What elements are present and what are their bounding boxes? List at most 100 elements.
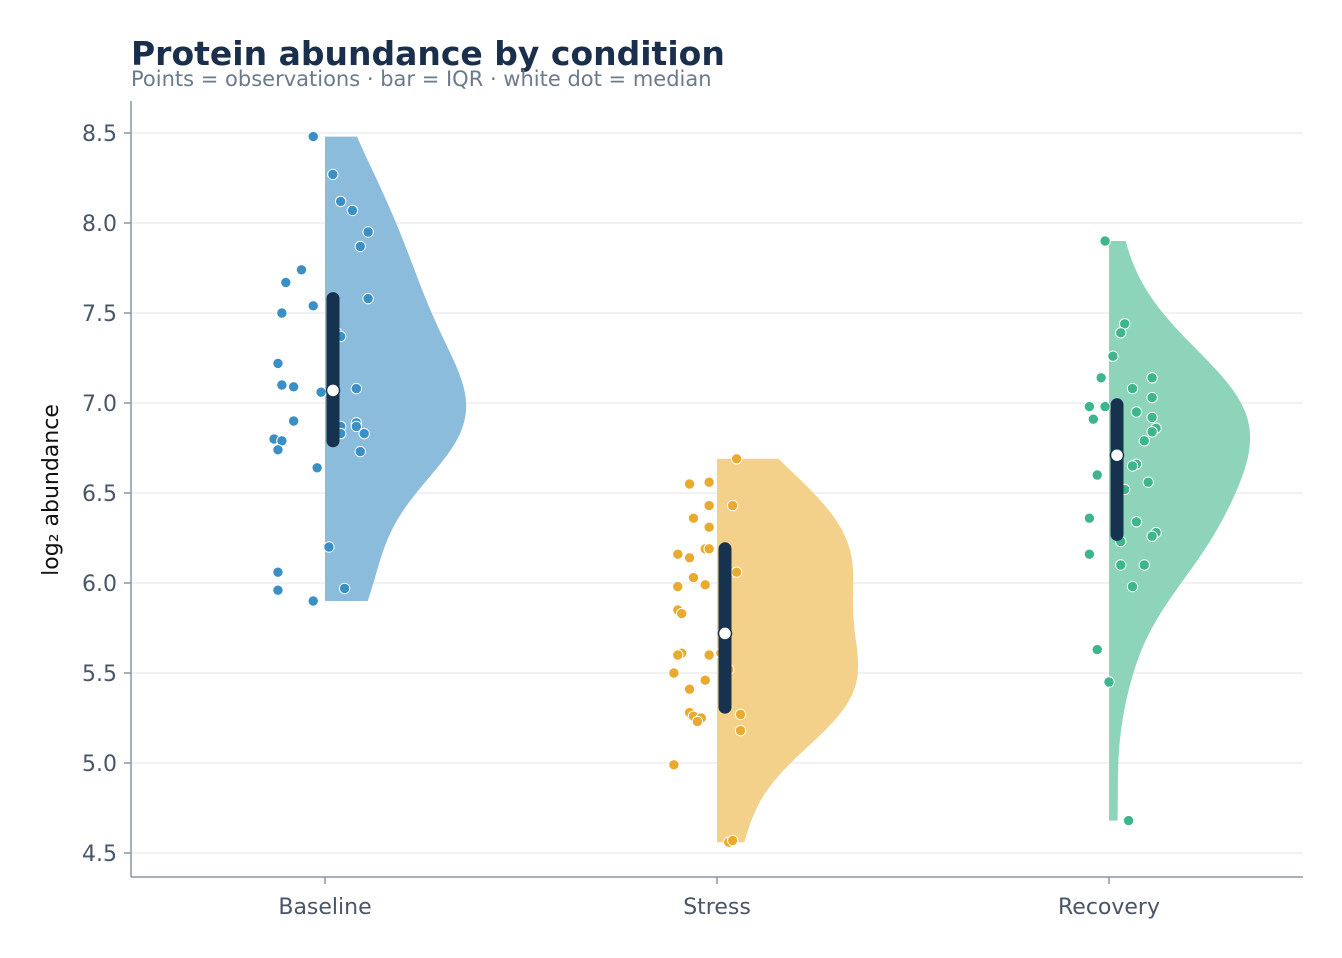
data-point-baseline [307, 595, 319, 607]
data-point-stress [668, 759, 680, 771]
data-point-baseline [358, 427, 370, 440]
data-point-stress [699, 579, 711, 591]
data-point-baseline [287, 381, 300, 393]
y-tick-label: 7.0 [82, 392, 117, 417]
data-point-baseline [272, 584, 284, 596]
data-point-recovery [1146, 426, 1158, 438]
data-point-recovery [1126, 382, 1139, 395]
chart-title: Protein abundance by condition [131, 34, 725, 73]
median-dot-recovery [1109, 447, 1125, 463]
data-point-recovery [1130, 516, 1143, 528]
data-point-stress [730, 566, 743, 578]
data-point-stress [699, 674, 711, 686]
data-point-stress [672, 580, 684, 593]
data-point-baseline [354, 240, 366, 253]
data-point-recovery [1146, 391, 1158, 404]
data-point-baseline [276, 379, 288, 391]
data-point-baseline [307, 300, 319, 312]
data-point-baseline [272, 357, 284, 370]
density-cloud-recovery [1109, 241, 1251, 821]
data-point-recovery [1083, 400, 1096, 413]
data-point-stress [672, 548, 684, 560]
data-point-baseline [287, 415, 300, 427]
x-axis-ticks: Baseline Stress Recovery [278, 877, 1160, 920]
data-point-recovery [1099, 400, 1111, 413]
data-point-recovery [1146, 530, 1158, 542]
data-point-recovery [1146, 411, 1158, 424]
data-point-stress [726, 834, 739, 847]
data-point-stress [703, 521, 715, 533]
data-point-stress [687, 571, 700, 584]
median-dot-stress [717, 626, 733, 641]
data-point-recovery [1083, 512, 1096, 524]
y-axis-title: log₂ abundance [39, 404, 64, 576]
data-point-recovery [1122, 814, 1135, 827]
y-axis-ticks: 4.5 5.0 5.5 6.0 6.5 7.0 7.5 8.0 8.5 [82, 122, 131, 867]
data-point-recovery [1087, 413, 1100, 425]
data-point-stress [703, 649, 715, 661]
data-point-baseline [323, 541, 335, 553]
data-point-stress [683, 683, 696, 695]
data-point-baseline [272, 444, 284, 456]
chart-subtitle: Points = observations · bar = IQR · whit… [131, 67, 712, 91]
data-point-recovery [1091, 469, 1103, 481]
data-point-recovery [1083, 548, 1096, 560]
data-point-recovery [1138, 559, 1150, 571]
data-point-recovery [1146, 372, 1158, 384]
data-point-recovery [1115, 559, 1127, 571]
iqr-bars [325, 292, 1125, 714]
data-point-stress [668, 667, 680, 679]
data-point-baseline [362, 292, 374, 305]
data-point-stress [703, 543, 715, 555]
observation-points [268, 130, 1162, 848]
y-tick-label: 5.0 [82, 752, 117, 777]
data-point-stress [687, 512, 700, 524]
data-point-baseline [350, 420, 363, 433]
data-point-baseline [362, 226, 374, 238]
data-point-baseline [354, 445, 366, 458]
data-point-stress [676, 607, 688, 620]
data-point-recovery [1095, 372, 1107, 384]
x-tick-label-stress: Stress [683, 895, 751, 920]
data-point-recovery [1091, 643, 1103, 656]
data-point-baseline [276, 307, 288, 319]
median-dot-baseline [325, 383, 341, 398]
data-point-recovery [1115, 327, 1127, 339]
data-point-stress [672, 649, 684, 661]
density-clouds [325, 136, 1251, 843]
data-point-baseline [350, 382, 363, 395]
data-point-baseline [272, 566, 284, 578]
y-tick-label: 6.5 [82, 482, 117, 507]
data-point-baseline [295, 264, 308, 276]
data-point-baseline [346, 204, 359, 217]
density-cloud-stress [717, 458, 859, 843]
y-tick-label: 5.5 [82, 662, 117, 687]
data-point-baseline [338, 582, 351, 595]
data-point-baseline [334, 195, 347, 208]
data-point-recovery [1107, 350, 1119, 362]
data-point-recovery [1126, 460, 1139, 472]
x-tick-label-recovery: Recovery [1058, 895, 1160, 920]
data-point-stress [683, 478, 696, 490]
data-point-recovery [1138, 435, 1150, 447]
data-point-recovery [1099, 235, 1111, 247]
data-point-recovery [1142, 476, 1154, 488]
data-point-baseline [315, 386, 327, 398]
data-point-stress [726, 499, 739, 512]
data-point-baseline [327, 168, 339, 181]
data-point-baseline [311, 462, 323, 474]
x-tick-label-baseline: Baseline [278, 895, 371, 920]
data-point-stress [683, 552, 696, 564]
y-tick-label: 4.5 [82, 842, 117, 867]
data-point-recovery [1126, 580, 1139, 593]
data-point-stress [734, 724, 747, 737]
data-point-stress [703, 476, 715, 488]
data-point-baseline [307, 130, 319, 143]
data-point-stress [730, 453, 743, 465]
data-point-recovery [1130, 406, 1143, 418]
y-tick-label: 8.5 [82, 122, 117, 147]
data-point-stress [734, 708, 747, 721]
y-tick-label: 7.5 [82, 302, 117, 327]
data-point-recovery [1103, 676, 1115, 688]
